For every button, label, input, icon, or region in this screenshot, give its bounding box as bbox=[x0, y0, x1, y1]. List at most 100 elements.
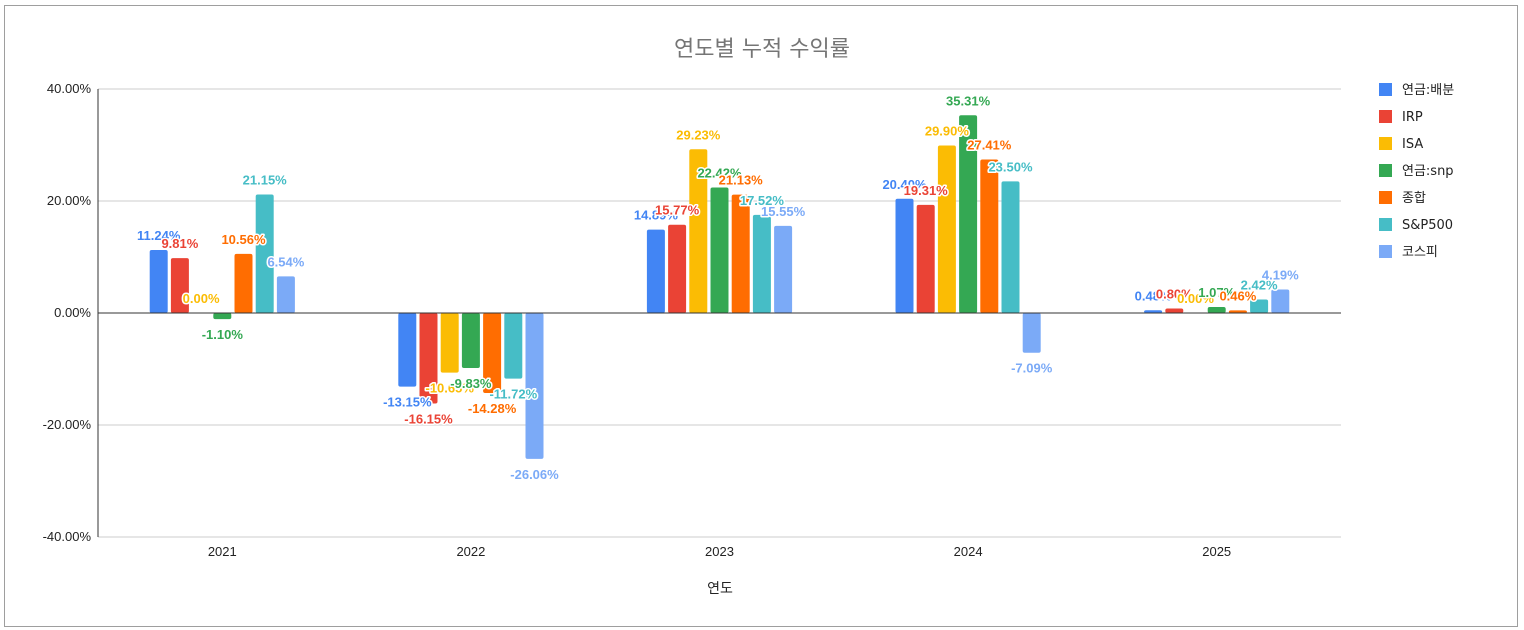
y-tick-label: -20.00% bbox=[43, 417, 92, 432]
bar-2022-2 bbox=[440, 313, 459, 373]
legend-swatch bbox=[1379, 245, 1392, 258]
bar-2024-5 bbox=[1001, 181, 1020, 313]
data-label: 22.42% bbox=[697, 165, 742, 180]
data-label: 21.15% bbox=[243, 173, 288, 188]
bar-2021-5 bbox=[255, 194, 274, 313]
data-label: -14.28% bbox=[468, 401, 517, 416]
data-label: 10.56% bbox=[221, 232, 266, 247]
data-label: 14.89% bbox=[634, 208, 679, 223]
data-label: 29.90% bbox=[925, 124, 970, 139]
chart-frame bbox=[4, 5, 1518, 627]
y-tick-label: -40.00% bbox=[43, 529, 92, 544]
bar-2022-6 bbox=[525, 313, 544, 459]
bar-2024-2 bbox=[937, 145, 956, 313]
data-label: 0.80% bbox=[1156, 287, 1193, 302]
bar-2024-6 bbox=[1022, 313, 1041, 353]
legend-item[interactable]: 연금:snp bbox=[1379, 164, 1454, 179]
data-label: -10.65% bbox=[425, 381, 474, 396]
data-label: -13.15% bbox=[383, 395, 432, 410]
data-label: 9.81% bbox=[161, 236, 198, 251]
data-label: -26.06% bbox=[510, 467, 559, 482]
bar-2021-4 bbox=[234, 253, 253, 313]
legend-item[interactable]: IRP bbox=[1379, 110, 1423, 125]
bar-2024-1 bbox=[916, 204, 935, 313]
bar-2023-1 bbox=[668, 224, 687, 313]
legend-label: 종합 bbox=[1402, 191, 1426, 206]
bar-2025-5 bbox=[1250, 299, 1269, 313]
bar-2023-5 bbox=[752, 214, 771, 313]
legend-label: 연금:배분 bbox=[1402, 83, 1454, 98]
bar-2021-0 bbox=[149, 250, 168, 313]
data-label: 35.31% bbox=[946, 93, 991, 108]
legend-item[interactable]: 연금:배분 bbox=[1379, 83, 1454, 98]
bar-2021-1 bbox=[170, 258, 189, 313]
bar-2022-4 bbox=[483, 313, 502, 393]
legend-item[interactable]: ISA bbox=[1379, 137, 1423, 152]
y-tick-label: 20.00% bbox=[47, 193, 92, 208]
bars bbox=[149, 115, 1290, 459]
bar-2025-6 bbox=[1271, 289, 1290, 313]
data-label: 0.00% bbox=[1177, 291, 1214, 306]
data-label: 15.55% bbox=[761, 204, 806, 219]
data-label: 23.50% bbox=[988, 159, 1033, 174]
bar-2024-0 bbox=[895, 198, 914, 313]
data-label: 1.07% bbox=[1198, 285, 1235, 300]
x-tick-label: 2022 bbox=[456, 544, 485, 559]
legend-swatch bbox=[1379, 83, 1392, 96]
bar-2025-0 bbox=[1144, 310, 1163, 313]
data-label: -11.72% bbox=[489, 387, 537, 402]
data-label: -9.83% bbox=[450, 376, 492, 391]
bar-2022-3 bbox=[461, 313, 480, 369]
legend-label: 코스피 bbox=[1402, 245, 1438, 260]
bar-2021-3 bbox=[213, 313, 232, 320]
legend-swatch bbox=[1379, 137, 1392, 150]
bar-2022-1 bbox=[419, 313, 438, 404]
bar-2025-1 bbox=[1165, 308, 1184, 313]
bar-2021-6 bbox=[276, 276, 295, 313]
data-label: 21.13% bbox=[719, 173, 764, 188]
legend-label: 연금:snp bbox=[1402, 164, 1454, 179]
bar-2023-4 bbox=[731, 194, 750, 313]
legend-label: ISA bbox=[1402, 137, 1423, 152]
legend-swatch bbox=[1379, 218, 1392, 231]
bar-2025-4 bbox=[1228, 310, 1247, 313]
y-tick-label: 40.00% bbox=[47, 81, 92, 96]
bar-2023-3 bbox=[710, 187, 729, 313]
bar-2024-4 bbox=[980, 159, 999, 313]
legend-label: S&P500 bbox=[1402, 218, 1453, 233]
x-tick-label: 2023 bbox=[705, 544, 734, 559]
legend: 연금:배분 IRP ISA 연금:snp 종합 S&P500 코스피 bbox=[1379, 83, 1454, 260]
data-label: 4.19% bbox=[1262, 268, 1299, 283]
data-label: 6.54% bbox=[267, 254, 304, 269]
chart-title: 연도별 누적 수익률 bbox=[674, 37, 850, 62]
bar-2022-0 bbox=[398, 313, 417, 387]
data-label: 0.46% bbox=[1219, 288, 1256, 303]
bar-2023-6 bbox=[774, 225, 793, 313]
x-tick-label: 2024 bbox=[954, 544, 983, 559]
bar-2023-2 bbox=[689, 149, 708, 313]
legend-label: IRP bbox=[1402, 110, 1423, 125]
legend-swatch bbox=[1379, 164, 1392, 177]
data-label: 20.40% bbox=[882, 177, 927, 192]
data-label: -16.15% bbox=[404, 411, 453, 426]
legend-swatch bbox=[1379, 110, 1392, 123]
legend-item[interactable]: 코스피 bbox=[1379, 245, 1438, 260]
data-label: -1.10% bbox=[202, 327, 244, 342]
data-label: 15.77% bbox=[655, 203, 700, 218]
data-label: 27.41% bbox=[967, 138, 1012, 153]
data-label: 29.23% bbox=[676, 127, 721, 142]
legend-item[interactable]: 종합 bbox=[1379, 191, 1426, 206]
x-axis-ticks: 2021 2022 2023 2024 2025 bbox=[208, 544, 1231, 559]
bar-2024-3 bbox=[959, 115, 978, 313]
data-labels: 11.24%9.81% 0.00% -1.10% 10.56% 21.15% 6.54% -… bbox=[136, 92, 1301, 484]
bar-2022-5 bbox=[504, 313, 523, 379]
legend-swatch bbox=[1379, 191, 1392, 204]
data-label: 19.31% bbox=[904, 183, 949, 198]
data-label: 0.48% bbox=[1135, 288, 1172, 303]
legend-item[interactable]: S&P500 bbox=[1379, 218, 1453, 233]
y-tick-label: 0.00% bbox=[54, 305, 91, 320]
bar-2023-0 bbox=[646, 229, 665, 313]
data-label: 0.00% bbox=[183, 291, 220, 306]
x-axis-title: 연도 bbox=[707, 581, 733, 597]
